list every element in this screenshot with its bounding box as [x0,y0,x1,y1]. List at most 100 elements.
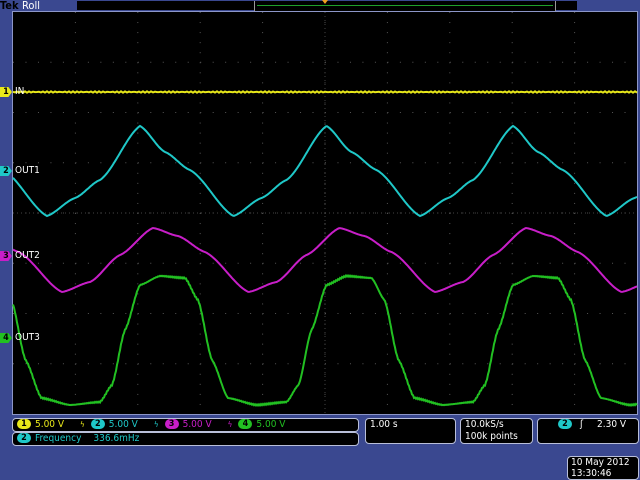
grid-dot [199,343,201,345]
grid-dot [462,363,464,365]
grid-dot [262,253,264,255]
grid-dot [449,132,451,134]
grid-dot [474,61,476,63]
grid-dot [262,343,264,345]
record-view-window[interactable] [254,1,556,11]
grid-dot [112,61,114,63]
ch3-trace [12,226,638,294]
grid-dot [199,202,201,204]
grid-dot [87,363,89,365]
grid-dot [424,112,426,113]
grid-dot [462,262,464,264]
grid-dot [137,142,139,144]
channel-1-marker[interactable]: 1 [0,87,12,97]
grid-dot [362,162,364,164]
grid-dot [474,212,476,214]
channel-2-marker[interactable]: 2 [0,166,12,176]
grid-dot [499,212,501,214]
grid-dot [137,393,139,395]
channel-4-marker[interactable]: 4 [0,333,12,343]
grid-dot [511,323,513,325]
grid-dot [275,162,277,164]
grid-dot [300,313,302,314]
grid-dot [137,42,139,44]
date: 10 May 2012 [571,457,630,468]
grid-dot [387,262,389,264]
grid-dot [612,262,614,264]
grid-dot [624,313,626,314]
grid-dot [562,112,564,113]
grid-dot [187,112,189,113]
grid-dot [412,212,414,214]
grid-dot [262,72,264,74]
grid-dot [449,12,451,13]
grid-dot [125,61,127,63]
grid-dot [225,61,227,63]
grid-dot [187,262,189,264]
grid-dot [324,283,326,285]
grid-dot [199,142,201,144]
grid-dot [612,313,614,314]
grid-dot [449,152,451,154]
grid-dot [574,393,576,395]
grid-dot [499,363,501,365]
grid-dot [624,162,626,164]
grid-dot [162,262,164,264]
grid-dot [511,233,513,235]
grid-dot [386,403,388,405]
waveform-plot [12,12,638,414]
grid-dot [150,112,152,113]
measurement-readout[interactable]: 2 Frequency 336.6mHz [12,432,359,446]
datetime-readout[interactable]: 10 May 2012 13:30:46 [567,456,639,480]
channel-2-label: OUT1 [15,165,40,176]
channel-3-marker[interactable]: 3 [0,251,12,261]
grid-dot [75,363,77,365]
grid-dot [524,262,526,264]
grid-dot [137,403,139,405]
grid-dot [199,323,201,325]
acquisition-readout[interactable]: 10.0kS/s 100k points [460,418,533,444]
grid-dot [199,152,201,154]
grid-dot [137,102,139,104]
grid-dot [262,273,264,275]
horizontal-readout[interactable]: 1.00 s [365,418,456,444]
grid-dot [199,273,201,275]
grid-dot [262,243,264,245]
ch4-trace [12,273,638,408]
grid-dot [574,283,576,285]
grid-dot [487,112,489,113]
grid-dot [137,223,139,225]
grid-dot [100,212,102,214]
grid-dot [449,383,451,385]
grid-dot [386,223,388,225]
grid-dot [587,112,589,113]
grid-dot [199,243,201,245]
grid-dot [137,72,139,74]
grid-dot [312,162,314,164]
record-view-bar[interactable] [77,1,577,11]
grid-dot [612,112,614,113]
grid-dot [511,333,513,335]
grid-dot [449,333,451,335]
grid-dot [574,262,576,264]
grid-dot [199,182,201,184]
grid-dot [537,162,539,164]
grid-dot [449,172,451,174]
grid-dot [386,22,388,24]
grid-dot [324,82,326,84]
grid-dot [324,122,326,124]
trigger-readout[interactable]: 2 ʃ 2.30 V [537,418,639,444]
grid-dot [574,293,576,295]
grid-dot [424,313,426,314]
grid-dot [137,273,139,275]
grid-dot [562,363,564,365]
grid-dot [137,283,139,285]
grid-dot [511,202,513,204]
grid-dot [512,61,514,63]
grid-dot [262,182,264,184]
grid-dot [312,61,314,63]
grid-dot [324,233,326,235]
channel-2-scale: 5.00 V [108,419,138,430]
grid-dot [562,61,564,63]
